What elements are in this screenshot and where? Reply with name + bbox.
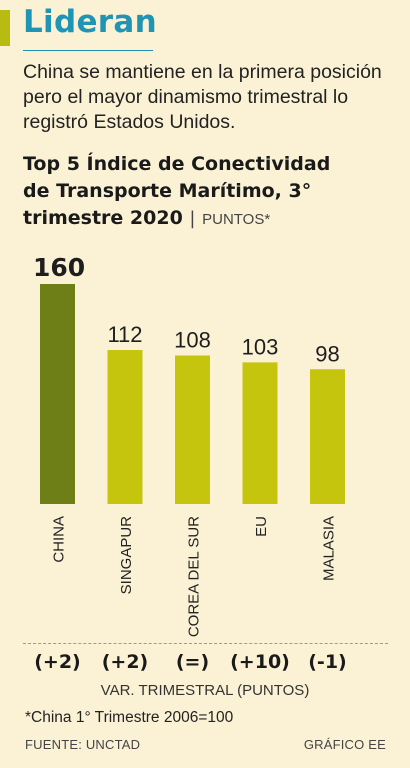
category-label-singapur: SINGAPUR [118,516,135,595]
bar-eu [242,362,278,504]
category-label-china: CHINA [51,516,68,563]
data-label-china: 160 [33,253,85,282]
bar-chart: 160 CHINA 112 SINGAPUR 108 COREA DEL SUR 103 EU… [33,253,345,637]
category-label-malasia: MALASIA [321,516,338,581]
chart-title-line-2: de Transporte Marítimo, 3° [23,180,312,202]
graphic-credit: GRÁFICO EE [303,737,386,752]
chart-title: Top 5 Índice de Conectividad de Transpor… [23,151,403,233]
headline-underline [23,50,153,51]
quarterly-change-eu: (+10) [230,651,290,673]
quarterly-change-singapur: (+2) [101,651,149,673]
data-label-eu: 103 [242,334,279,359]
quarterly-change-malasia: (-1) [308,651,347,673]
subtitle: China se mantiene en la primera posición… [23,61,382,133]
quarterly-change-row: (+2) (+2) (=) (+10) (-1) [0,651,410,679]
category-label-eu: EU [253,516,270,537]
chart-title-line-1: Top 5 Índice de Conectividad [23,153,331,175]
chart-title-line-3: trimestre 2020 [23,207,183,229]
category-label-corea-del-sur: COREA DEL SUR [186,516,203,637]
chart-divider [23,643,388,644]
chart-title-separator: | [189,208,196,229]
headline: Lideran [23,4,157,40]
quarterly-change-label: VAR. TRIMESTRAL (PUNTOS) [100,682,310,699]
quarterly-change-china: (+2) [34,651,81,673]
source-note: FUENTE: UNCTAD [25,737,141,752]
quarterly-change-corea-del-sur: (=) [175,651,210,673]
bar-china [40,284,75,504]
bar-corea-del-sur [175,355,210,504]
bar-singapur [107,350,143,504]
chart-units: PUNTOS* [202,211,271,228]
footnote: *China 1° Trimestre 2006=100 [25,709,234,726]
bar-malasia [310,369,345,504]
data-label-corea-del-sur: 108 [174,328,211,353]
headline-accent-bar [0,10,10,46]
data-label-malasia: 98 [315,341,339,366]
data-label-singapur: 112 [107,322,142,347]
